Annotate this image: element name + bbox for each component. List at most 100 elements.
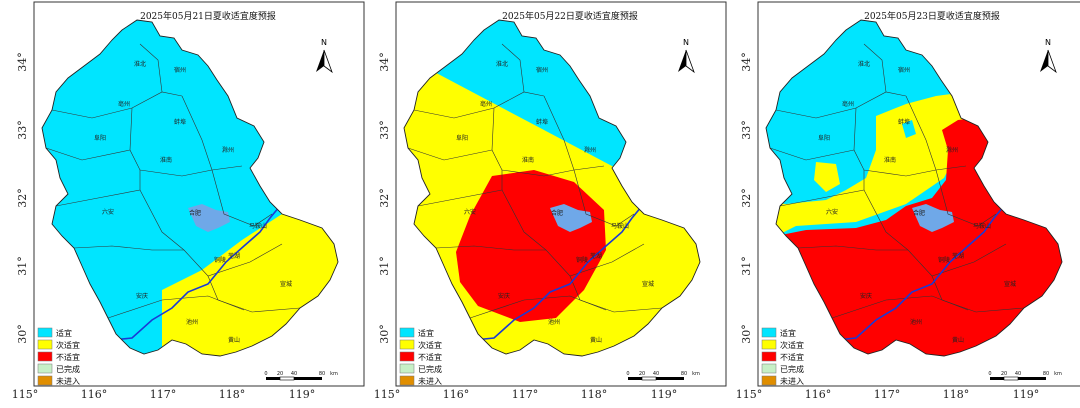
city-label: 六安 <box>464 208 476 216</box>
legend-swatch <box>37 327 53 338</box>
legend-label: 未进入 <box>418 376 442 386</box>
scale-label: 40 <box>1015 371 1021 377</box>
city-label: 淮北 <box>858 60 870 68</box>
legend-swatch <box>761 375 777 386</box>
legend-label: 未进入 <box>780 376 804 386</box>
zone-subsuitable <box>766 92 986 236</box>
city-label: 宣城 <box>1004 280 1016 288</box>
city-label: 六安 <box>826 208 838 216</box>
city-boundary <box>45 147 131 161</box>
city-label: 蚌埠 <box>174 118 186 126</box>
lon-label: 115° <box>11 388 39 401</box>
city-label: 芜湖 <box>228 252 240 260</box>
city-label: 芜湖 <box>590 252 602 260</box>
city-label: 马鞍山 <box>611 222 629 230</box>
city-label: 阜阳 <box>456 134 468 142</box>
scale-label: 20 <box>1001 371 1007 377</box>
scale-label: 20 <box>277 371 283 377</box>
legend-label: 适宜 <box>780 328 796 338</box>
north-label: N <box>1045 38 1051 47</box>
city-boundary <box>769 147 855 161</box>
city-boundary <box>417 170 503 207</box>
lon-label: 117° <box>873 388 901 401</box>
city-boundary <box>863 165 967 177</box>
legend-swatch <box>761 327 777 338</box>
scale-bar: 0 20 40 80 km <box>264 371 338 381</box>
city-boundaries <box>769 43 1025 319</box>
city-boundary <box>573 169 635 227</box>
lon-label: 118° <box>218 388 246 401</box>
city-label: 淮南 <box>522 156 534 164</box>
city-label: 池州 <box>548 318 560 326</box>
city-label: 蚌埠 <box>536 118 548 126</box>
city-label: 宿州 <box>174 66 186 74</box>
legend-label: 不适宜 <box>780 352 804 362</box>
yangtze-river <box>835 205 1005 341</box>
lat-label: 30° <box>740 324 753 344</box>
legend-label: 已完成 <box>780 364 804 374</box>
north-arrow-icon <box>1040 49 1057 74</box>
city-boundary <box>931 275 1025 313</box>
scale-label: 80 <box>1043 371 1049 377</box>
province-outline <box>41 19 339 357</box>
legend-swatch <box>37 339 53 350</box>
scale-segment <box>294 377 322 380</box>
legend-swatch <box>37 351 53 362</box>
city-label: 宿州 <box>536 66 548 74</box>
province-outline <box>403 19 701 357</box>
lon-label: 118° <box>580 388 608 401</box>
lon-label: 115° <box>373 388 401 401</box>
province-outline <box>765 19 1063 357</box>
city-boundary <box>779 170 865 207</box>
yangtze-river <box>111 205 281 341</box>
scale-label: km <box>692 371 700 377</box>
lat-label: 32° <box>378 188 391 208</box>
scale-segment <box>641 376 657 381</box>
legend-label: 适宜 <box>56 328 72 338</box>
scale-label: 0 <box>988 371 991 377</box>
city-label: 黄山 <box>228 336 240 344</box>
legend-label: 已完成 <box>418 364 442 374</box>
city-boundary <box>545 243 645 277</box>
legend-swatch <box>37 363 53 374</box>
city-boundary <box>183 243 283 277</box>
legend-swatch <box>399 327 415 338</box>
scale-bar: 0 20 40 80 km <box>988 371 1062 381</box>
lon-label: 115° <box>735 388 763 401</box>
map-panel-0523: 淮北 宿州 亳州 阜阳 蚌埠 淮南 滁州 合肥 马鞍山 六安 芜湖 铜陵 安庆 池州 宣城 黄山 2025年05… <box>736 0 1080 396</box>
scale-segment <box>1003 376 1019 381</box>
scale-label: 40 <box>291 371 297 377</box>
lat-label: 30° <box>378 324 391 344</box>
longitude-axis-0523: 115° 116° 117° 118° 119° <box>736 388 1080 408</box>
city-boundaries <box>45 43 301 319</box>
city-label: 阜阳 <box>818 134 830 142</box>
city-label: 安庆 <box>498 292 510 300</box>
legend-label: 次适宜 <box>780 340 804 350</box>
city-boundary <box>139 165 243 177</box>
legend-label: 次适宜 <box>56 340 80 350</box>
chaohu-lake <box>550 204 592 232</box>
map-title: 2025年05月22日夏收适宜度预报 <box>502 10 638 22</box>
lon-label: 119° <box>288 388 316 401</box>
city-boundary <box>569 275 663 313</box>
chaohu-lake <box>912 204 954 232</box>
legend-swatch <box>761 363 777 374</box>
legend-swatch <box>399 375 415 386</box>
city-boundary <box>139 189 185 251</box>
city-label: 亳州 <box>118 100 130 108</box>
city-label: 阜阳 <box>94 134 106 142</box>
legend-label: 已完成 <box>56 364 80 374</box>
city-boundary <box>501 189 547 251</box>
lon-label: 116° <box>442 388 470 401</box>
scale-segment <box>1018 377 1046 380</box>
city-boundary <box>543 95 575 171</box>
city-label: 铜陵 <box>576 256 588 264</box>
city-boundary <box>139 43 163 93</box>
map-title: 2025年05月23日夏收适宜度预报 <box>864 10 1000 22</box>
legend-label: 次适宜 <box>418 340 442 350</box>
